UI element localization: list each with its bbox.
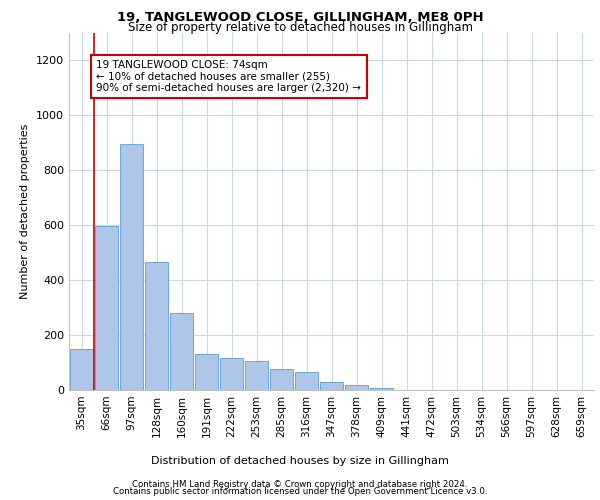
Bar: [370, 388, 393, 390]
Bar: [95, 226, 118, 390]
Bar: [145, 262, 168, 390]
Bar: [220, 358, 243, 390]
Bar: [345, 384, 368, 390]
Y-axis label: Number of detached properties: Number of detached properties: [20, 124, 31, 299]
Bar: [295, 372, 318, 390]
Bar: [195, 354, 218, 390]
Bar: [245, 361, 268, 390]
Text: Contains HM Land Registry data © Crown copyright and database right 2024.: Contains HM Land Registry data © Crown c…: [132, 480, 468, 489]
Bar: [170, 313, 193, 390]
Text: Size of property relative to detached houses in Gillingham: Size of property relative to detached ho…: [128, 21, 473, 34]
Bar: [120, 144, 143, 390]
Bar: [270, 370, 293, 390]
Text: 19, TANGLEWOOD CLOSE, GILLINGHAM, ME8 0PH: 19, TANGLEWOOD CLOSE, GILLINGHAM, ME8 0P…: [116, 11, 484, 24]
Bar: [70, 350, 93, 390]
Text: Contains public sector information licensed under the Open Government Licence v3: Contains public sector information licen…: [113, 487, 487, 496]
Text: Distribution of detached houses by size in Gillingham: Distribution of detached houses by size …: [151, 456, 449, 466]
Bar: [320, 382, 343, 390]
Text: 19 TANGLEWOOD CLOSE: 74sqm
← 10% of detached houses are smaller (255)
90% of sem: 19 TANGLEWOOD CLOSE: 74sqm ← 10% of deta…: [97, 60, 361, 93]
